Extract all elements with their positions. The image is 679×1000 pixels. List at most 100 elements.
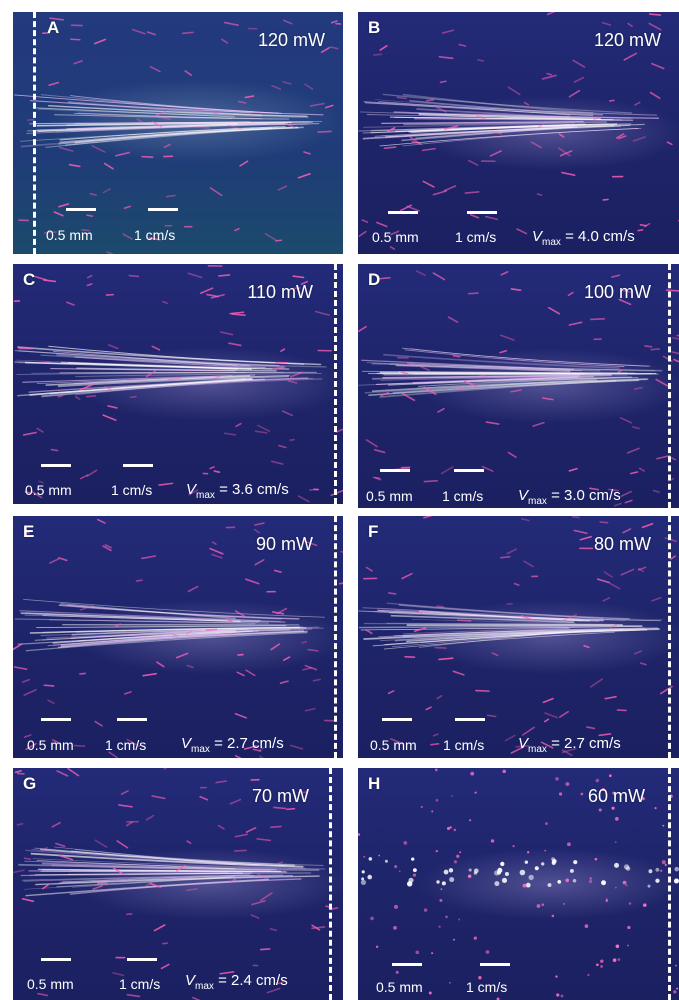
particle-streak [415, 270, 426, 277]
length-scale-bar [41, 718, 71, 721]
particle-streak [145, 370, 156, 378]
vmax-symbol: V [181, 735, 192, 752]
particle-dot [453, 938, 455, 941]
flow-streak [364, 102, 594, 117]
flow-streak [54, 114, 290, 120]
length-scale-label: 0.5 mm [370, 737, 417, 753]
flow-streak [403, 121, 607, 126]
particle-streak [650, 62, 665, 70]
flow-streak [418, 113, 601, 120]
particle-dot [625, 884, 628, 887]
particle-dot [601, 787, 605, 792]
particle-streak [103, 162, 114, 170]
particle-streak [96, 518, 106, 524]
particle-streak [273, 806, 287, 810]
vmax-symbol: V [518, 735, 529, 752]
particle-dot [420, 805, 423, 808]
particle-streak [476, 58, 484, 62]
vmax-value: 3.0 cm/s [564, 487, 621, 504]
particle-streak [504, 734, 516, 742]
velocity-scale-bar [117, 718, 147, 721]
panel-label: B [368, 18, 381, 37]
particle-streak [406, 205, 421, 212]
particle-streak [438, 657, 454, 661]
particle-streak [643, 222, 651, 228]
particle-dot [587, 973, 590, 977]
particle-streak [210, 293, 225, 299]
velocity-scale-label: 1 cm/s [111, 482, 153, 498]
particle-streak [500, 334, 515, 341]
particle-streak [253, 528, 260, 534]
max-velocity-label: Vmax = 2.7 cm/s [181, 735, 284, 755]
particle-dot [545, 822, 548, 825]
particle-streak [277, 861, 284, 865]
vmax-subscript: max [196, 490, 215, 501]
particle-streak [162, 300, 168, 305]
flow-streak [35, 107, 235, 118]
particle-streak [48, 81, 60, 86]
flow-streak [25, 632, 308, 652]
particle-dot [441, 881, 446, 886]
flow-streak [20, 612, 241, 623]
particle-streak [235, 422, 242, 428]
flow-streak [59, 126, 286, 141]
flow-streak [60, 630, 305, 648]
particle-streak [423, 480, 438, 483]
particle-streak [644, 345, 653, 348]
particle-streak [630, 471, 639, 475]
flow-streak [374, 99, 573, 115]
particle-streak [187, 585, 199, 593]
flow-streak [378, 101, 571, 116]
length-scale-bar [380, 469, 410, 472]
particle-streak [617, 135, 627, 140]
particle-streak [634, 650, 642, 655]
particle-streak [579, 535, 592, 541]
particle-streak [195, 126, 210, 129]
particle-streak [160, 963, 170, 970]
particle-dot [423, 908, 428, 912]
velocity-scale-label: 1 cm/s [455, 229, 497, 245]
particle-dot [512, 845, 515, 848]
vmax-equals: = [546, 487, 565, 504]
flow-streak [363, 122, 575, 128]
particle-streak [67, 768, 80, 777]
flow-streak [392, 378, 597, 394]
flow-streak [413, 628, 630, 639]
particle-dot [600, 965, 603, 968]
particle-streak [118, 804, 133, 808]
particle-streak [510, 389, 522, 393]
particle-streak [457, 387, 465, 391]
flow-streak [34, 847, 263, 866]
particle-streak [583, 644, 590, 649]
particle-streak [590, 317, 606, 321]
particle-streak [167, 377, 182, 381]
particle-streak [279, 680, 289, 685]
particle-streak [447, 316, 459, 323]
particle-streak [112, 972, 125, 977]
particle-dot [368, 857, 373, 861]
particle-dot [628, 902, 632, 905]
particle-streak [522, 726, 535, 736]
flow-streak [395, 364, 571, 372]
particle-dot [468, 819, 472, 822]
laser-power-label: 60 mW [587, 786, 645, 806]
flow-streak [383, 353, 620, 369]
particle-streak [609, 624, 618, 628]
particle-streak [530, 141, 542, 149]
flow-streak [23, 874, 283, 882]
particle-streak [619, 416, 633, 424]
length-scale-label: 0.5 mm [376, 979, 423, 995]
particle-dot [534, 866, 539, 871]
particle-streak [102, 414, 117, 421]
particle-streak [282, 19, 293, 25]
particle-dot [406, 881, 413, 887]
particle-streak [541, 397, 554, 401]
particle-streak [122, 233, 133, 240]
flow-streak [382, 374, 612, 379]
particle-streak [434, 646, 447, 649]
particle-streak [436, 695, 443, 700]
particle-dot [547, 883, 552, 888]
flow-streak [408, 123, 618, 133]
particle-streak [135, 579, 143, 582]
particle-streak [234, 610, 245, 617]
